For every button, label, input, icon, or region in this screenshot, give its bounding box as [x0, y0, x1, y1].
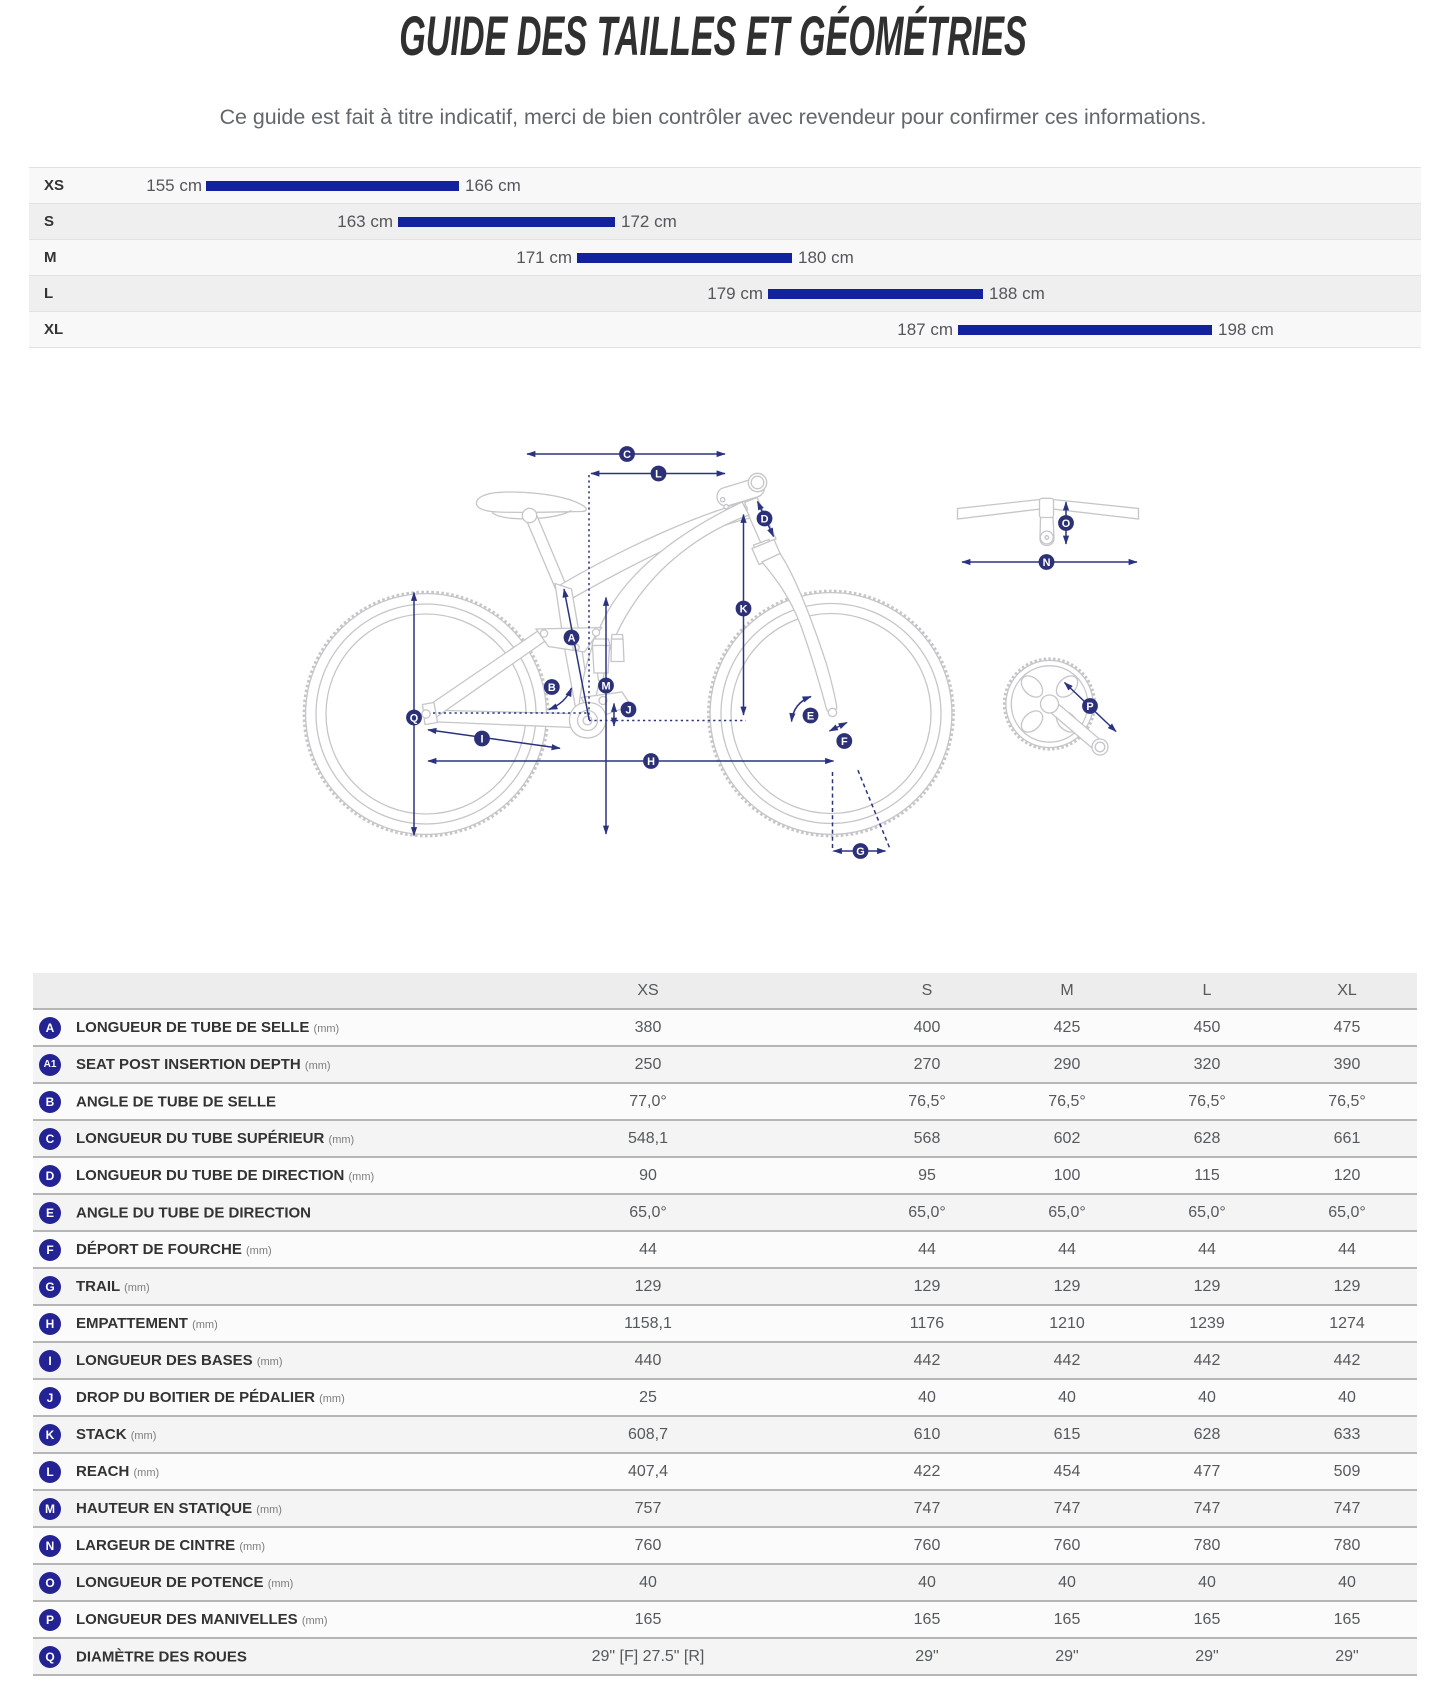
svg-text:K: K	[740, 604, 748, 616]
svg-text:C: C	[623, 449, 631, 461]
svg-text:H: H	[647, 756, 655, 768]
svg-text:A: A	[568, 633, 576, 645]
svg-text:Q: Q	[410, 713, 419, 725]
svg-text:O: O	[1062, 518, 1071, 530]
svg-text:L: L	[655, 469, 662, 481]
svg-text:M: M	[601, 681, 610, 693]
svg-text:F: F	[841, 736, 848, 748]
svg-text:J: J	[625, 705, 631, 717]
svg-text:B: B	[548, 682, 556, 694]
svg-text:D: D	[761, 514, 769, 526]
svg-text:G: G	[856, 846, 864, 858]
svg-text:E: E	[807, 711, 814, 723]
svg-text:I: I	[480, 734, 483, 746]
svg-text:P: P	[1086, 701, 1093, 713]
svg-text:N: N	[1043, 557, 1051, 569]
